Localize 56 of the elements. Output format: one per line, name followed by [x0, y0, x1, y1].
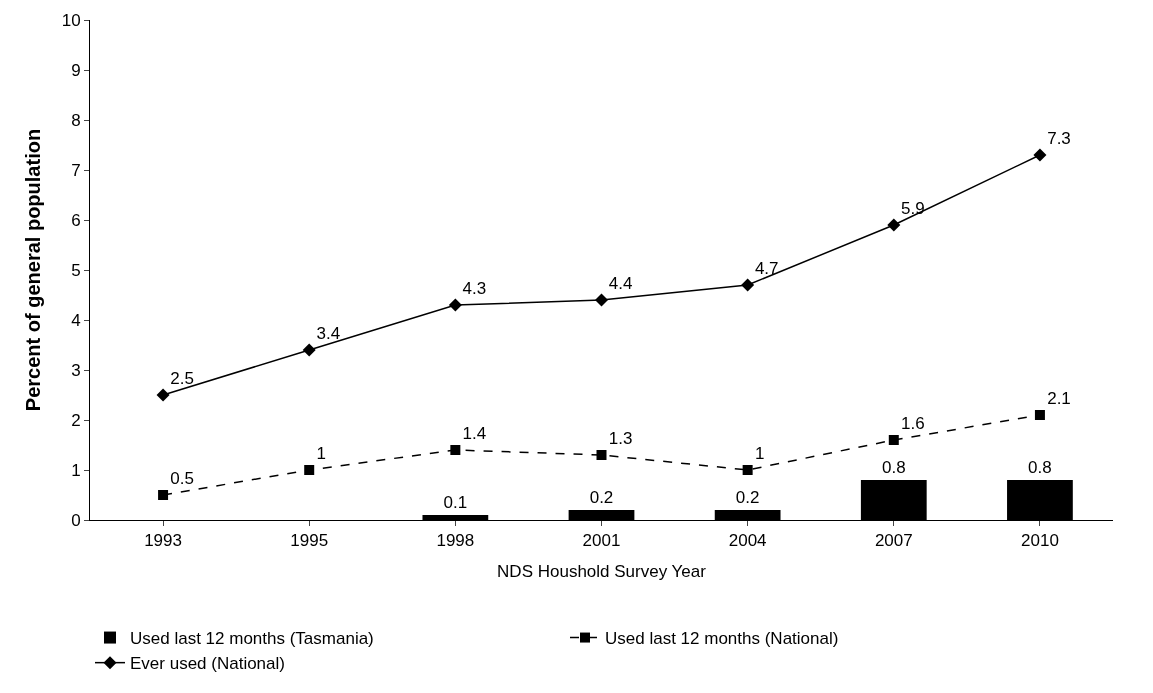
- data-label: 0.1: [443, 493, 468, 512]
- y-tick-label: 6: [71, 210, 81, 230]
- x-tick-label: 2004: [728, 531, 767, 551]
- data-label: 0.2: [735, 488, 760, 507]
- x-tick-label: 2001: [582, 531, 621, 551]
- y-tick-label: 10: [61, 10, 81, 30]
- point: [1034, 410, 1045, 420]
- data-label: 2.5: [170, 368, 194, 388]
- data-label: 1: [316, 443, 326, 463]
- point: [741, 278, 755, 292]
- x-tick-label: 1998: [436, 531, 475, 551]
- point: [450, 445, 461, 455]
- data-label: 2.1: [1047, 388, 1071, 408]
- x-tick-label: 1993: [144, 531, 182, 551]
- y-tick-label: 4: [71, 310, 81, 330]
- point: [158, 490, 169, 500]
- data-label: 4.3: [462, 278, 487, 298]
- y-axis-title: Percent of general population: [22, 128, 45, 412]
- point: [448, 298, 462, 312]
- y-tick-label: 9: [71, 60, 81, 80]
- data-label: 0.8: [881, 458, 906, 477]
- point: [888, 435, 899, 445]
- data-label: 1.4: [462, 423, 487, 443]
- data-label: 0.8: [1028, 458, 1052, 477]
- y-tick-label: 1: [71, 460, 81, 480]
- y-tick-label: 2: [71, 410, 81, 430]
- data-label: 1.3: [608, 428, 633, 448]
- legend-label: Ever used (National): [130, 654, 285, 674]
- point: [1033, 148, 1047, 162]
- point: [742, 465, 753, 475]
- legend-label: Used last 12 months (Tasmania): [130, 629, 374, 649]
- x-tick-label: 2010: [1021, 531, 1059, 551]
- y-tick-label: 3: [71, 360, 81, 380]
- y-tick-label: 7: [71, 160, 81, 180]
- data-label: 4.4: [608, 273, 633, 293]
- point: [304, 465, 315, 475]
- point: [596, 450, 607, 460]
- data-label: 1.6: [901, 413, 925, 433]
- point: [156, 388, 170, 402]
- data-label: 0.5: [170, 468, 194, 488]
- data-label: 5.9: [901, 198, 925, 218]
- data-label: 0.2: [589, 488, 614, 507]
- x-tick-label: 2007: [874, 531, 913, 551]
- point: [887, 218, 901, 232]
- point: [302, 343, 316, 357]
- y-tick-label: 5: [71, 260, 81, 280]
- y-tick-label: 8: [71, 110, 81, 130]
- data-label: 1: [754, 443, 765, 463]
- x-tick-label: 1995: [290, 531, 329, 551]
- data-label: 4.7: [754, 258, 779, 278]
- y-tick-label: 0: [71, 510, 81, 530]
- data-label: 3.4: [316, 323, 341, 343]
- point: [595, 293, 608, 307]
- data-label: 7.3: [1047, 128, 1071, 148]
- x-axis-title: NDS Houshold Survey Year: [497, 561, 707, 581]
- legend-label: Used last 12 months (National): [605, 629, 839, 649]
